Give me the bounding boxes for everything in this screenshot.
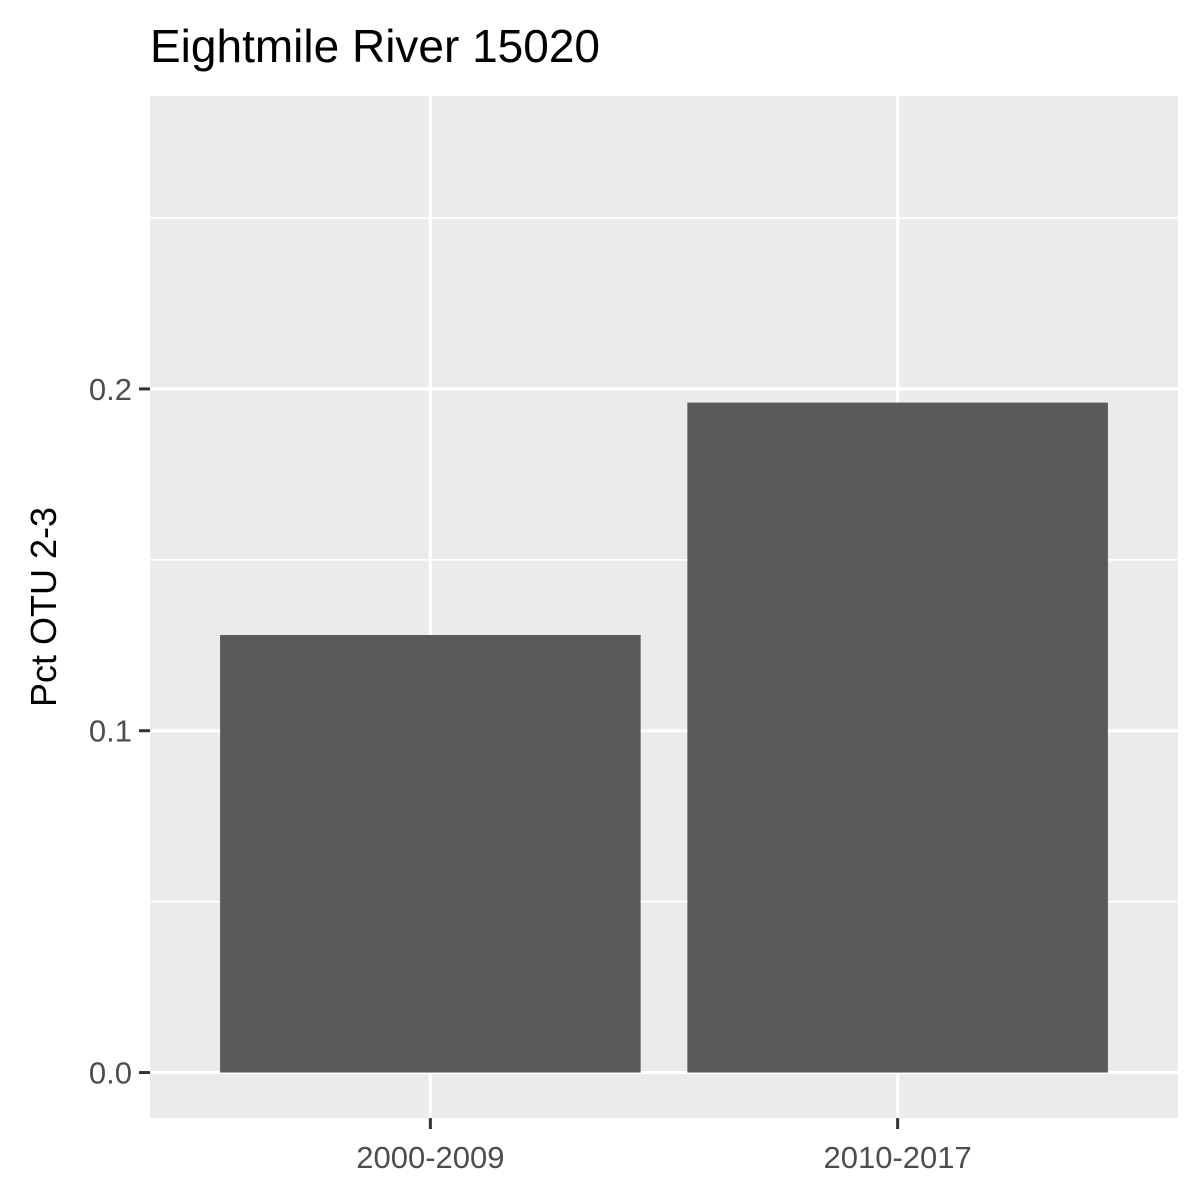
- y-tick-label-0: 0.0: [89, 1056, 132, 1091]
- axes: 0.0 0.1 0.2 2000-2009 2010-2017: [89, 372, 972, 1175]
- chart-title: Eightmile River 15020: [150, 20, 600, 72]
- bars: [220, 402, 1108, 1073]
- x-tick-label-1: 2010-2017: [824, 1140, 972, 1175]
- y-axis-label: Pct OTU 2-3: [23, 507, 64, 707]
- x-tick-label-0: 2000-2009: [356, 1140, 504, 1175]
- bar-2010-2017: [687, 402, 1108, 1073]
- y-tick-label-2: 0.2: [89, 372, 132, 407]
- bar-2000-2009: [220, 635, 641, 1073]
- y-tick-label-1: 0.1: [89, 714, 132, 749]
